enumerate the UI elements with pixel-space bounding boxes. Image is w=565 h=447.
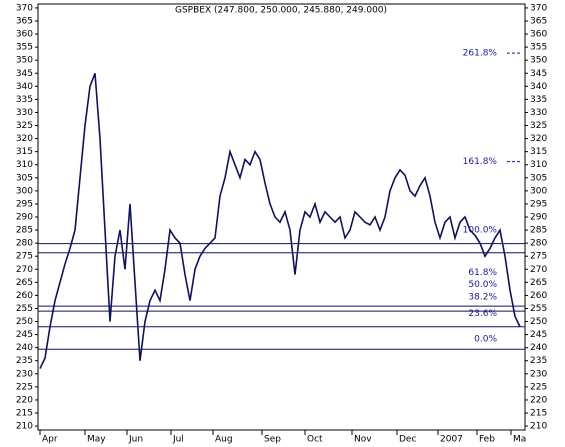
y-tick-label: 225 xyxy=(16,382,33,392)
y-tick-label: 340 xyxy=(16,82,33,92)
y-tick-label: 340 xyxy=(530,82,547,92)
fib-label: 50.0% xyxy=(468,280,497,290)
y-tick-label: 355 xyxy=(530,43,547,53)
y-tick-label: 330 xyxy=(16,108,33,118)
y-tick-label: 250 xyxy=(530,317,547,327)
y-tick-label: 270 xyxy=(530,265,547,275)
y-tick-label: 260 xyxy=(530,291,547,301)
y-tick-label: 245 xyxy=(530,330,547,340)
y-tick-label: 290 xyxy=(16,213,33,223)
y-tick-label: 230 xyxy=(16,369,33,379)
y-tick-label: 330 xyxy=(530,108,547,118)
fib-label: 0.0% xyxy=(474,335,497,345)
y-tick-label: 240 xyxy=(530,343,547,353)
y-tick-label: 255 xyxy=(530,304,547,314)
y-tick-label: 370 xyxy=(16,3,33,13)
chart-title: GSPBEX (247.800, 250.000, 245.880, 249.0… xyxy=(175,6,387,16)
y-tick-label: 335 xyxy=(530,95,547,105)
x-tick-label: Oct xyxy=(307,435,323,445)
y-tick-label: 365 xyxy=(16,16,33,26)
x-tick-label: Sep xyxy=(264,435,281,445)
y-tick-label: 320 xyxy=(530,134,547,144)
y-tick-label: 285 xyxy=(16,226,33,236)
y-tick-label: 255 xyxy=(16,304,33,314)
fib-label: 261.8% xyxy=(463,49,498,59)
y-tick-label: 240 xyxy=(16,343,33,353)
y-tick-label: 320 xyxy=(16,134,33,144)
x-tick-label: 2007 xyxy=(440,435,463,445)
plot-frame xyxy=(37,3,526,431)
y-tick-label: 290 xyxy=(530,213,547,223)
y-tick-label: 370 xyxy=(530,3,547,13)
y-tick-label: 265 xyxy=(16,278,33,288)
y-tick-label: 315 xyxy=(16,147,33,157)
y-tick-label: 300 xyxy=(16,186,33,196)
y-tick-label: 345 xyxy=(16,69,33,79)
fib-label: 61.8% xyxy=(468,268,497,278)
y-tick-label: 280 xyxy=(16,239,33,249)
y-tick-label: 245 xyxy=(16,330,33,340)
x-tick-label: Feb xyxy=(479,435,495,445)
y-tick-label: 220 xyxy=(530,395,547,405)
y-tick-label: 355 xyxy=(16,43,33,53)
y-tick-label: 345 xyxy=(530,69,547,79)
y-tick-label: 260 xyxy=(16,291,33,301)
y-tick-label: 235 xyxy=(16,356,33,366)
y-tick-label: 230 xyxy=(530,369,547,379)
y-tick-label: 225 xyxy=(530,382,547,392)
y-tick-label: 325 xyxy=(16,121,33,131)
y-tick-label: 350 xyxy=(530,56,547,66)
y-tick-label: 305 xyxy=(530,173,547,183)
price-line xyxy=(39,72,521,369)
y-tick-label: 285 xyxy=(530,226,547,236)
x-tick-label: Jul xyxy=(172,435,184,445)
y-tick-label: 275 xyxy=(16,252,33,262)
y-tick-label: 280 xyxy=(530,239,547,249)
y-tick-label: 365 xyxy=(530,16,547,26)
y-tick-label: 310 xyxy=(530,160,547,170)
y-tick-label: 300 xyxy=(530,186,547,196)
y-tick-label: 325 xyxy=(530,121,547,131)
y-tick-label: 275 xyxy=(530,252,547,262)
y-tick-label: 215 xyxy=(16,409,33,419)
y-tick-label: 220 xyxy=(16,395,33,405)
y-tick-label: 295 xyxy=(16,199,33,209)
x-tick-label: May xyxy=(87,435,106,445)
y-tick-label: 270 xyxy=(16,265,33,275)
x-tick-label: Jun xyxy=(128,435,143,445)
y-tick-label: 210 xyxy=(16,422,33,432)
y-tick-label: 315 xyxy=(530,147,547,157)
y-tick-label: 305 xyxy=(16,173,33,183)
y-tick-label: 335 xyxy=(16,95,33,105)
y-tick-label: 350 xyxy=(16,56,33,66)
x-tick-label: Dec xyxy=(399,435,416,445)
fib-label: 161.8% xyxy=(463,157,498,167)
x-tick-label: Nov xyxy=(354,435,372,445)
y-tick-label: 215 xyxy=(530,409,547,419)
y-tick-label: 210 xyxy=(530,422,547,432)
y-tick-label: 360 xyxy=(16,30,33,40)
fib-label: 38.2% xyxy=(468,292,497,302)
x-tick-label: Apr xyxy=(42,435,58,445)
y-tick-label: 250 xyxy=(16,317,33,327)
fib-label: 23.6% xyxy=(468,309,497,319)
y-tick-label: 295 xyxy=(530,199,547,209)
y-tick-label: 265 xyxy=(530,278,547,288)
y-tick-label: 235 xyxy=(530,356,547,366)
y-tick-label: 360 xyxy=(530,30,547,40)
y-tick-label: 310 xyxy=(16,160,33,170)
x-tick-label: Aug xyxy=(215,435,233,445)
x-tick-label: Ma xyxy=(513,435,526,445)
fib-label: 100.0% xyxy=(463,226,498,236)
